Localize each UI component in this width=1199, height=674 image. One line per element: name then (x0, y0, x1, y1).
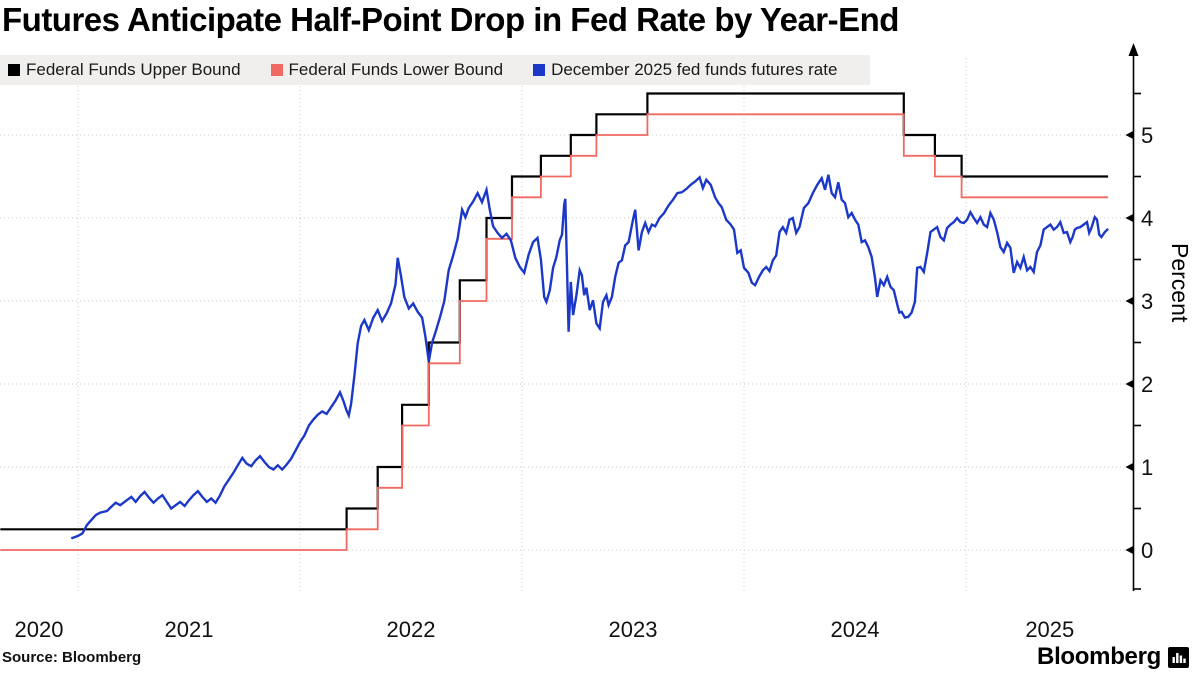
y-tick-label: 4 (1141, 206, 1153, 231)
legend-swatch-upper-bound-icon (8, 64, 20, 76)
y-tick-label: 0 (1141, 538, 1153, 563)
chart-title: Futures Anticipate Half-Point Drop in Fe… (2, 1, 899, 38)
legend-item-futures: December 2025 fed funds futures rate (533, 60, 837, 80)
series-dec-2025-futures-line (70, 174, 1109, 540)
y-tick-arrow-icon (1125, 296, 1134, 306)
x-tick-label: 2021 (165, 617, 214, 642)
y-tick-label: 5 (1141, 123, 1153, 148)
x-tick-label: 2020 (15, 617, 64, 642)
bloomberg-wordmark: Bloomberg (1037, 643, 1161, 670)
legend-label: December 2025 fed funds futures rate (551, 60, 838, 79)
legend-label: Federal Funds Upper Bound (26, 60, 241, 79)
y-tick-arrow-icon (1125, 379, 1134, 389)
y-tick-arrow-icon (1125, 545, 1134, 555)
bloomberg-brand: Bloomberg (1037, 643, 1189, 671)
source-note: Source: Bloomberg (2, 649, 142, 666)
legend-label: Federal Funds Lower Bound (288, 60, 504, 79)
y-tick-arrow-icon (1125, 462, 1134, 472)
x-tick-label: 2025 (1025, 617, 1074, 642)
y-tick-label: 2 (1141, 372, 1153, 397)
legend-swatch-lower-bound-icon (270, 64, 283, 76)
y-axis-title: Percent (1167, 243, 1193, 323)
x-tick-label: 2022 (387, 617, 436, 642)
bloomberg-logo-icon (1168, 646, 1189, 668)
series-upper-bound-line (0, 92, 1109, 531)
series-lower-bound-line (0, 113, 1109, 551)
y-axis-arrow-icon (1128, 43, 1139, 56)
y-tick-label: 3 (1141, 289, 1153, 314)
y-tick-label: 1 (1141, 455, 1153, 480)
y-tick-arrow-icon (1125, 213, 1134, 223)
legend-swatch-futures-icon (533, 64, 546, 76)
y-tick-arrow-icon (1125, 130, 1134, 140)
x-tick-label: 2023 (609, 617, 658, 642)
x-tick-label: 2024 (831, 617, 880, 642)
legend-item-lower-bound: Federal Funds Lower Bound (270, 60, 504, 80)
legend-item-upper-bound: Federal Funds Upper Bound (8, 60, 241, 80)
legend: Federal Funds Upper Bound Federal Funds … (0, 55, 870, 85)
